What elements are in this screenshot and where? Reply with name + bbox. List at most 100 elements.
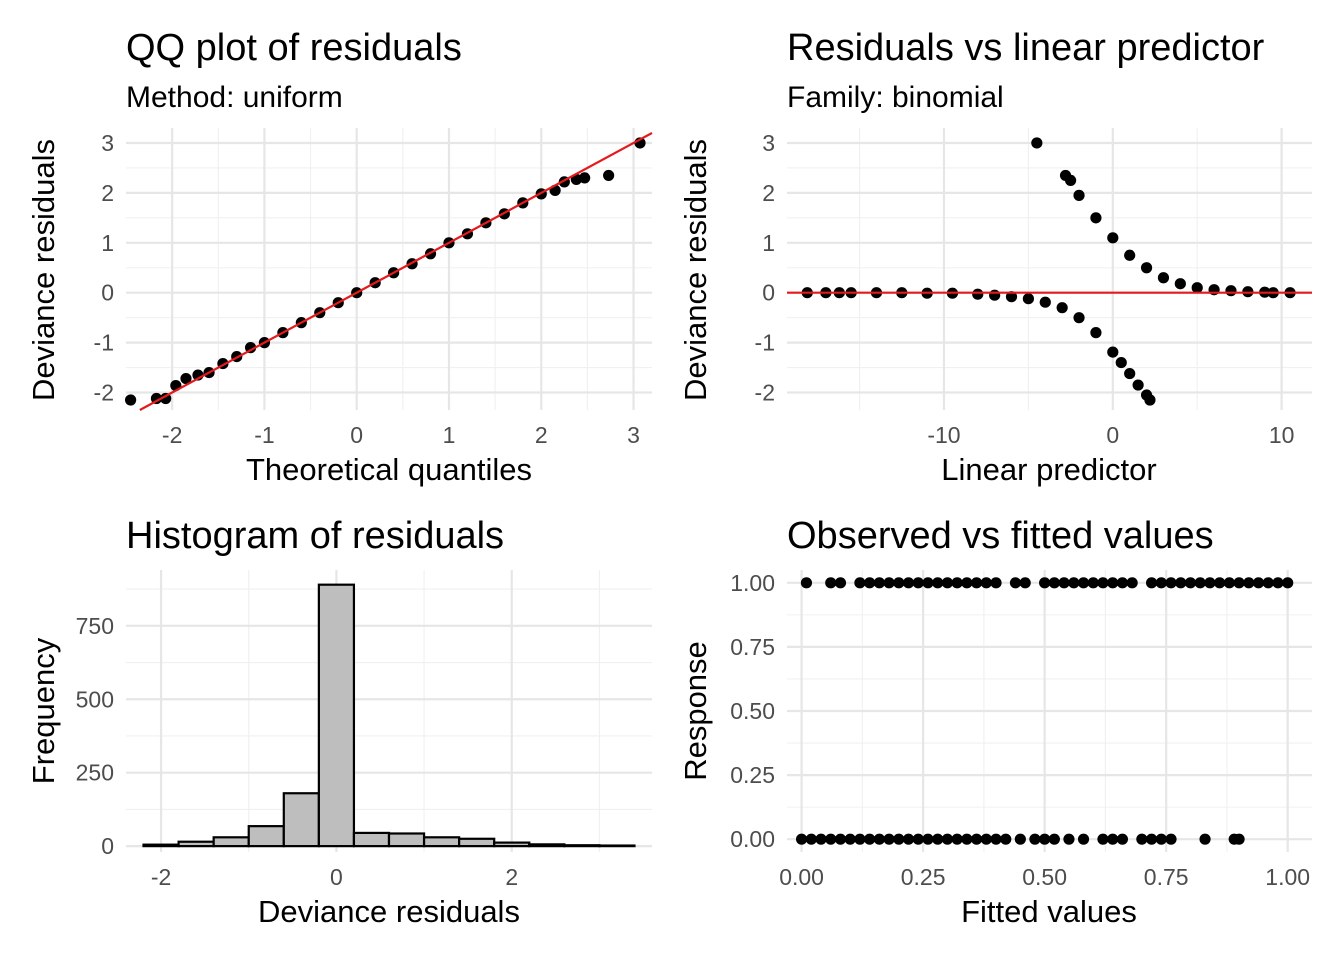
y-tick-label: -1 bbox=[755, 330, 775, 356]
data-point bbox=[1233, 833, 1245, 845]
data-point bbox=[1243, 577, 1255, 589]
data-point bbox=[1077, 577, 1090, 589]
data-point bbox=[180, 372, 192, 385]
residuals-vs-predictor-y-axis-label: Deviance residuals bbox=[678, 139, 713, 401]
observed-vs-fitted-x-axis-label: Fitted values bbox=[961, 894, 1137, 929]
data-point bbox=[1116, 833, 1129, 845]
data-point bbox=[1019, 577, 1031, 589]
histogram-panel: Histogram of residuals -2 0 2 0 250 500 750 De… bbox=[26, 515, 652, 929]
data-point bbox=[951, 833, 963, 845]
qq-plot-tick-labels: -2 -1 0 1 2 3 -2 -1 0 1 2 3 bbox=[94, 130, 640, 448]
qq-plot-panel: QQ plot of residuals Method: uniform -2 -… bbox=[26, 27, 653, 487]
x-tick-label: 0 bbox=[1106, 422, 1119, 448]
data-point bbox=[1039, 296, 1051, 308]
residuals-vs-predictor-grid bbox=[787, 128, 1312, 410]
data-point bbox=[854, 577, 866, 589]
x-tick-label: 0.50 bbox=[1022, 864, 1067, 890]
data-point bbox=[1087, 577, 1099, 589]
x-tick-label: -1 bbox=[254, 422, 274, 448]
observed-vs-fitted-grid bbox=[787, 570, 1312, 852]
data-point bbox=[1282, 577, 1294, 589]
data-point bbox=[1132, 379, 1144, 391]
data-point bbox=[1090, 212, 1102, 224]
data-point bbox=[1090, 327, 1102, 339]
data-point bbox=[1009, 577, 1022, 589]
data-point bbox=[825, 833, 837, 845]
data-point bbox=[805, 833, 817, 845]
histogram-bar bbox=[282, 792, 320, 848]
y-tick-label: 3 bbox=[762, 130, 775, 156]
residuals-vs-predictor-marks bbox=[787, 137, 1312, 406]
data-point bbox=[893, 577, 905, 589]
data-point bbox=[1005, 291, 1018, 303]
histogram-bar bbox=[528, 843, 566, 848]
x-tick-label: 0.00 bbox=[779, 864, 824, 890]
data-point bbox=[1124, 249, 1136, 261]
data-point bbox=[1063, 833, 1075, 845]
data-point bbox=[1174, 278, 1186, 290]
data-point bbox=[579, 172, 591, 184]
histogram-bar bbox=[247, 825, 285, 848]
residuals-vs-predictor-x-axis-label: Linear predictor bbox=[941, 452, 1156, 487]
histogram-grid bbox=[126, 570, 652, 852]
histogram-bar bbox=[598, 844, 636, 848]
data-point bbox=[883, 833, 895, 845]
y-tick-label: 250 bbox=[76, 760, 114, 786]
y-tick-label: -2 bbox=[94, 380, 114, 406]
data-point bbox=[864, 833, 876, 845]
data-point bbox=[864, 577, 876, 589]
data-point bbox=[1144, 394, 1156, 406]
data-point bbox=[980, 577, 992, 589]
data-point bbox=[1029, 833, 1041, 845]
data-point bbox=[795, 833, 808, 845]
x-tick-label: -10 bbox=[927, 422, 960, 448]
data-point bbox=[961, 833, 973, 845]
x-tick-label: 0.25 bbox=[901, 864, 946, 890]
data-point bbox=[1191, 282, 1203, 294]
y-tick-label: -2 bbox=[755, 380, 775, 406]
x-tick-label: 2 bbox=[535, 422, 548, 448]
data-point bbox=[912, 577, 924, 589]
residuals-vs-predictor-panel: Residuals vs linear predictor Family: bi… bbox=[678, 27, 1312, 487]
data-point bbox=[1252, 577, 1265, 589]
data-point bbox=[1199, 833, 1211, 845]
x-tick-label: 1.00 bbox=[1265, 864, 1310, 890]
data-point bbox=[1145, 577, 1158, 589]
histogram-bar bbox=[212, 836, 250, 848]
data-point bbox=[1225, 285, 1237, 297]
qq-plot-x-axis-label: Theoretical quantiles bbox=[246, 452, 532, 487]
data-point bbox=[1194, 577, 1206, 589]
histogram-bar bbox=[317, 583, 356, 848]
data-point bbox=[1107, 346, 1119, 358]
data-point bbox=[1136, 833, 1148, 845]
data-point bbox=[961, 577, 973, 589]
y-tick-label: 0.75 bbox=[730, 634, 775, 660]
data-point bbox=[1000, 833, 1012, 845]
data-point bbox=[1126, 577, 1138, 589]
x-tick-label: 0 bbox=[350, 422, 363, 448]
data-point bbox=[990, 833, 1002, 845]
data-point bbox=[1233, 577, 1245, 589]
y-tick-label: 0 bbox=[762, 280, 775, 306]
data-point bbox=[912, 833, 924, 845]
data-point bbox=[1115, 356, 1127, 369]
histogram-bar bbox=[387, 832, 426, 848]
qq-plot-subtitle: Method: uniform bbox=[126, 81, 343, 114]
data-point bbox=[1272, 577, 1284, 589]
data-point bbox=[902, 833, 915, 845]
qq-plot-marks bbox=[125, 132, 653, 411]
data-point bbox=[125, 394, 137, 406]
qq-plot-y-axis-label: Deviance residuals bbox=[26, 139, 61, 401]
data-point bbox=[1157, 272, 1170, 284]
y-tick-label: 3 bbox=[101, 130, 114, 156]
qq-plot-title: QQ plot of residuals bbox=[126, 27, 462, 69]
data-point bbox=[990, 577, 1002, 589]
data-point bbox=[1214, 577, 1226, 589]
observed-vs-fitted-title: Observed vs fitted values bbox=[787, 515, 1214, 557]
data-point bbox=[951, 577, 963, 589]
histogram-bar bbox=[352, 831, 391, 848]
data-point bbox=[1048, 577, 1060, 589]
data-point bbox=[893, 833, 905, 845]
observed-vs-fitted-tick-labels: 0.00 0.25 0.50 0.75 1.00 0.00 0.25 0.50 0.75 1.00 bbox=[730, 570, 1310, 890]
